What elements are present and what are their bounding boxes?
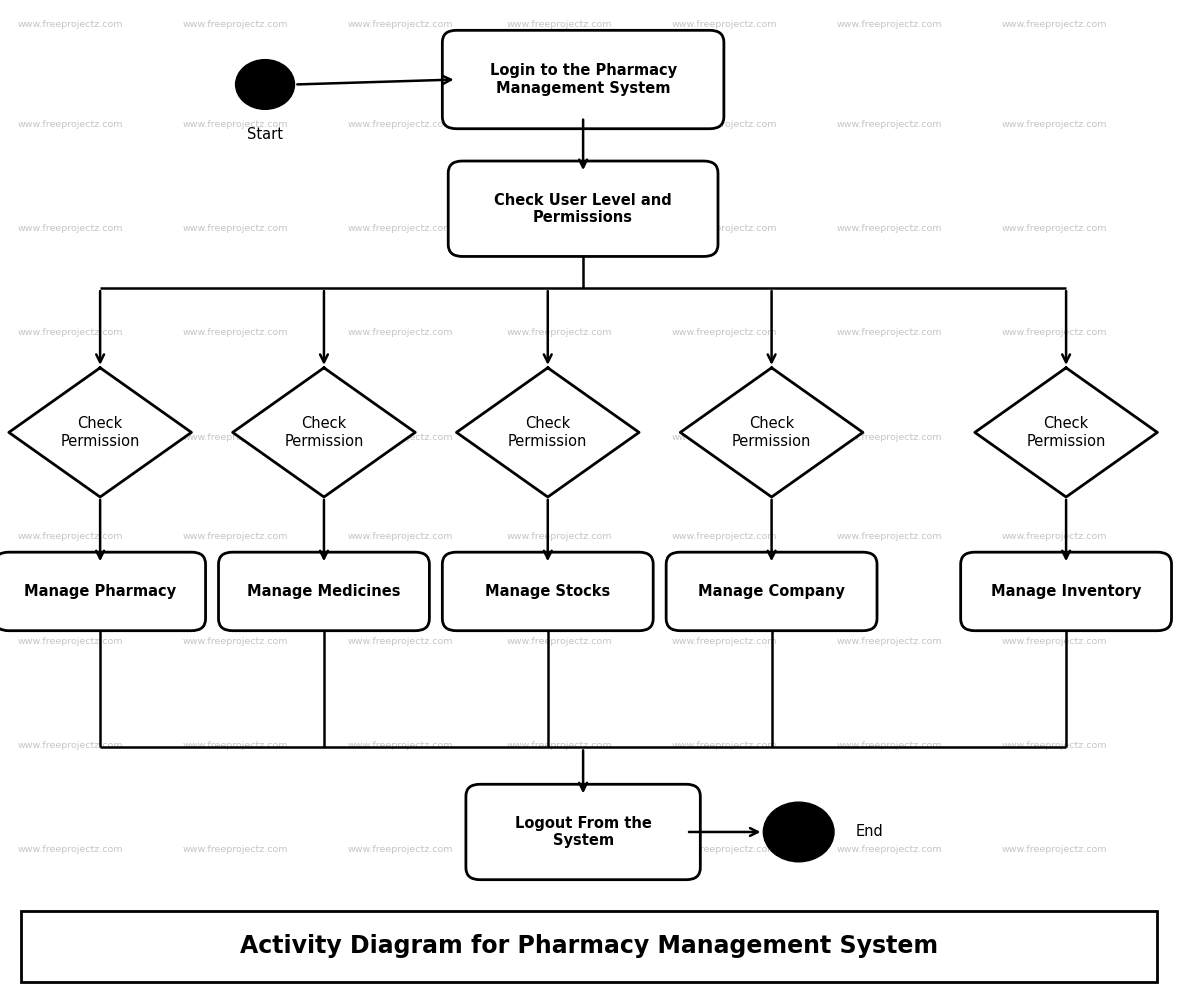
Text: www.freeprojectz.com: www.freeprojectz.com [507, 432, 613, 442]
Text: www.freeprojectz.com: www.freeprojectz.com [348, 845, 454, 855]
FancyBboxPatch shape [443, 552, 653, 630]
FancyBboxPatch shape [667, 552, 876, 630]
Text: www.freeprojectz.com: www.freeprojectz.com [348, 224, 454, 234]
Text: Check
Permission: Check Permission [60, 416, 140, 448]
Text: www.freeprojectz.com: www.freeprojectz.com [1001, 224, 1107, 234]
Text: www.freeprojectz.com: www.freeprojectz.com [183, 328, 289, 338]
Text: www.freeprojectz.com: www.freeprojectz.com [1001, 20, 1107, 30]
FancyBboxPatch shape [961, 552, 1171, 630]
Text: www.freeprojectz.com: www.freeprojectz.com [671, 532, 777, 542]
Text: www.freeprojectz.com: www.freeprojectz.com [348, 741, 454, 750]
Text: www.freeprojectz.com: www.freeprojectz.com [348, 119, 454, 129]
Text: www.freeprojectz.com: www.freeprojectz.com [507, 328, 613, 338]
Text: www.freeprojectz.com: www.freeprojectz.com [18, 119, 124, 129]
Text: Check User Level and
Permissions: Check User Level and Permissions [495, 193, 671, 225]
FancyBboxPatch shape [21, 911, 1157, 982]
Text: www.freeprojectz.com: www.freeprojectz.com [671, 119, 777, 129]
Text: www.freeprojectz.com: www.freeprojectz.com [183, 20, 289, 30]
Text: Check
Permission: Check Permission [1026, 416, 1106, 448]
Text: www.freeprojectz.com: www.freeprojectz.com [183, 741, 289, 750]
Text: www.freeprojectz.com: www.freeprojectz.com [507, 20, 613, 30]
Polygon shape [457, 368, 638, 497]
Text: Manage Company: Manage Company [699, 583, 845, 599]
Text: www.freeprojectz.com: www.freeprojectz.com [1001, 328, 1107, 338]
Text: www.freeprojectz.com: www.freeprojectz.com [183, 119, 289, 129]
Text: www.freeprojectz.com: www.freeprojectz.com [836, 532, 942, 542]
Text: www.freeprojectz.com: www.freeprojectz.com [671, 432, 777, 442]
Text: www.freeprojectz.com: www.freeprojectz.com [348, 20, 454, 30]
Text: www.freeprojectz.com: www.freeprojectz.com [671, 741, 777, 750]
Text: www.freeprojectz.com: www.freeprojectz.com [507, 636, 613, 646]
Text: www.freeprojectz.com: www.freeprojectz.com [836, 432, 942, 442]
Text: www.freeprojectz.com: www.freeprojectz.com [18, 432, 124, 442]
Text: Start: Start [247, 127, 283, 142]
Text: www.freeprojectz.com: www.freeprojectz.com [507, 224, 613, 234]
Text: www.freeprojectz.com: www.freeprojectz.com [18, 328, 124, 338]
Text: www.freeprojectz.com: www.freeprojectz.com [18, 845, 124, 855]
Text: www.freeprojectz.com: www.freeprojectz.com [1001, 636, 1107, 646]
Text: www.freeprojectz.com: www.freeprojectz.com [183, 224, 289, 234]
Text: www.freeprojectz.com: www.freeprojectz.com [183, 532, 289, 542]
Text: Manage Inventory: Manage Inventory [991, 583, 1141, 599]
Text: www.freeprojectz.com: www.freeprojectz.com [507, 741, 613, 750]
Text: www.freeprojectz.com: www.freeprojectz.com [18, 20, 124, 30]
Text: www.freeprojectz.com: www.freeprojectz.com [836, 224, 942, 234]
Text: www.freeprojectz.com: www.freeprojectz.com [507, 119, 613, 129]
Text: www.freeprojectz.com: www.freeprojectz.com [348, 636, 454, 646]
Text: www.freeprojectz.com: www.freeprojectz.com [836, 845, 942, 855]
Text: www.freeprojectz.com: www.freeprojectz.com [183, 432, 289, 442]
Text: www.freeprojectz.com: www.freeprojectz.com [836, 20, 942, 30]
Text: Manage Pharmacy: Manage Pharmacy [24, 583, 177, 599]
Text: www.freeprojectz.com: www.freeprojectz.com [836, 636, 942, 646]
Polygon shape [680, 368, 862, 497]
Text: www.freeprojectz.com: www.freeprojectz.com [671, 636, 777, 646]
Text: www.freeprojectz.com: www.freeprojectz.com [348, 532, 454, 542]
Text: www.freeprojectz.com: www.freeprojectz.com [671, 224, 777, 234]
Text: Login to the Pharmacy
Management System: Login to the Pharmacy Management System [490, 64, 676, 95]
Text: www.freeprojectz.com: www.freeprojectz.com [836, 741, 942, 750]
Polygon shape [974, 368, 1157, 497]
Text: Logout From the
System: Logout From the System [515, 816, 651, 848]
Text: www.freeprojectz.com: www.freeprojectz.com [1001, 119, 1107, 129]
Circle shape [763, 802, 834, 862]
Text: Check
Permission: Check Permission [508, 416, 588, 448]
Text: www.freeprojectz.com: www.freeprojectz.com [671, 20, 777, 30]
Text: www.freeprojectz.com: www.freeprojectz.com [1001, 532, 1107, 542]
FancyBboxPatch shape [0, 552, 205, 630]
FancyBboxPatch shape [443, 30, 723, 128]
Text: www.freeprojectz.com: www.freeprojectz.com [183, 845, 289, 855]
Text: www.freeprojectz.com: www.freeprojectz.com [18, 532, 124, 542]
Text: Manage Stocks: Manage Stocks [485, 583, 610, 599]
Text: Manage Medicines: Manage Medicines [247, 583, 401, 599]
Text: www.freeprojectz.com: www.freeprojectz.com [348, 432, 454, 442]
Text: www.freeprojectz.com: www.freeprojectz.com [1001, 432, 1107, 442]
Text: www.freeprojectz.com: www.freeprojectz.com [671, 845, 777, 855]
FancyBboxPatch shape [465, 784, 700, 880]
Text: www.freeprojectz.com: www.freeprojectz.com [671, 328, 777, 338]
Text: Check
Permission: Check Permission [284, 416, 364, 448]
Text: www.freeprojectz.com: www.freeprojectz.com [836, 328, 942, 338]
Circle shape [236, 60, 294, 109]
FancyBboxPatch shape [448, 161, 717, 256]
Text: www.freeprojectz.com: www.freeprojectz.com [18, 224, 124, 234]
Text: End: End [855, 824, 884, 840]
Text: www.freeprojectz.com: www.freeprojectz.com [507, 845, 613, 855]
Text: www.freeprojectz.com: www.freeprojectz.com [18, 636, 124, 646]
Text: www.freeprojectz.com: www.freeprojectz.com [836, 119, 942, 129]
Text: www.freeprojectz.com: www.freeprojectz.com [18, 741, 124, 750]
Text: www.freeprojectz.com: www.freeprojectz.com [183, 636, 289, 646]
Text: www.freeprojectz.com: www.freeprojectz.com [1001, 741, 1107, 750]
Text: www.freeprojectz.com: www.freeprojectz.com [348, 328, 454, 338]
Text: Check
Permission: Check Permission [732, 416, 812, 448]
FancyBboxPatch shape [219, 552, 429, 630]
Polygon shape [233, 368, 416, 497]
Polygon shape [9, 368, 191, 497]
Text: www.freeprojectz.com: www.freeprojectz.com [1001, 845, 1107, 855]
Text: www.freeprojectz.com: www.freeprojectz.com [507, 532, 613, 542]
Text: Activity Diagram for Pharmacy Management System: Activity Diagram for Pharmacy Management… [240, 934, 938, 958]
